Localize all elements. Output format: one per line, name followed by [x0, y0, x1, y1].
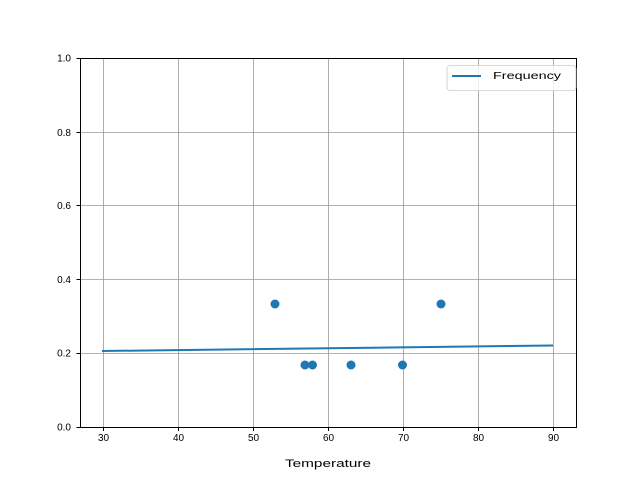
- svg-text:Frequency: Frequency: [493, 71, 561, 82]
- svg-text:40: 40: [173, 433, 185, 444]
- svg-text:0.8: 0.8: [57, 128, 71, 139]
- svg-text:1.0: 1.0: [57, 54, 71, 65]
- svg-text:80: 80: [473, 433, 485, 444]
- svg-text:0.6: 0.6: [57, 201, 71, 212]
- svg-text:50: 50: [248, 433, 260, 444]
- svg-text:60: 60: [323, 433, 335, 444]
- svg-text:Temperature: Temperature: [285, 458, 371, 470]
- svg-text:0.4: 0.4: [57, 275, 71, 286]
- svg-text:90: 90: [548, 433, 560, 444]
- svg-text:0.2: 0.2: [57, 349, 71, 360]
- svg-text:0.0: 0.0: [57, 423, 71, 434]
- svg-text:30: 30: [98, 433, 110, 444]
- svg-text:70: 70: [398, 433, 410, 444]
